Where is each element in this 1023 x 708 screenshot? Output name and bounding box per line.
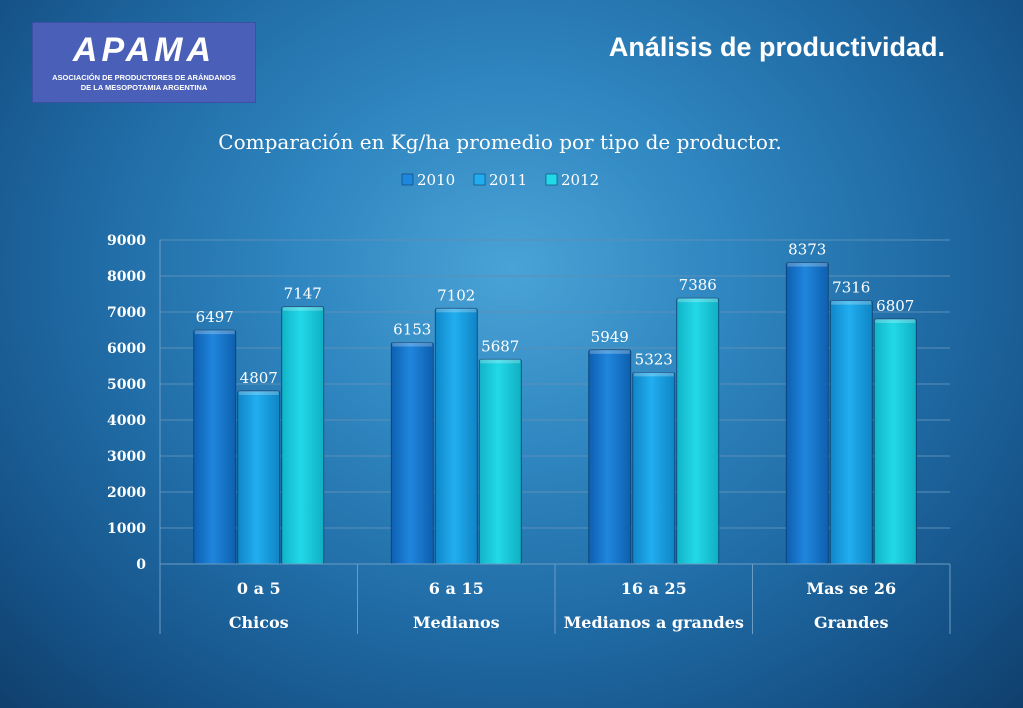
bar-2012 xyxy=(281,306,325,565)
x-group-label: Grandes xyxy=(814,613,888,632)
bar-2012 xyxy=(676,297,720,565)
bar-2011 xyxy=(829,300,873,565)
bar-2012 xyxy=(873,318,917,565)
data-label: 6807 xyxy=(876,297,914,315)
bar-2011 xyxy=(632,371,676,565)
bar-top-highlight xyxy=(436,308,477,313)
page-title: Análisis de productividad. xyxy=(608,32,945,62)
data-label: 7316 xyxy=(832,279,870,297)
data-label: 7147 xyxy=(284,285,322,303)
bar-top-highlight xyxy=(238,390,279,395)
data-label: 6497 xyxy=(196,308,234,326)
data-label: 5949 xyxy=(591,328,629,346)
bar-2011 xyxy=(434,307,478,565)
y-tick-label: 4000 xyxy=(107,413,146,429)
data-label: 5323 xyxy=(635,350,673,368)
x-group-label: Medianos a grandes xyxy=(564,613,744,632)
bar-top-highlight xyxy=(787,262,828,267)
bar-2010 xyxy=(193,329,237,565)
bar-top-highlight xyxy=(633,372,674,377)
bar-2010 xyxy=(588,349,632,565)
x-tick-label: Mas se 26 xyxy=(806,579,896,598)
y-tick-label: 0 xyxy=(136,557,146,573)
data-label: 7386 xyxy=(679,276,717,294)
logo-wordmark: APAMA xyxy=(72,31,216,69)
bar-top-highlight xyxy=(677,298,718,303)
x-tick-label: 6 a 15 xyxy=(429,579,484,598)
chart-bars: 6497 4807 7147 6153 7102 5687 5949 5323 7386 8373… xyxy=(193,241,917,565)
bar-2012 xyxy=(478,358,522,565)
x-group-label: Chicos xyxy=(229,613,289,632)
x-tick-label: 0 a 5 xyxy=(237,579,281,598)
logo-subtitle: ASOCIACIÓN DE PRODUCTORES DE ARÁNDANOS D… xyxy=(52,73,236,92)
legend-swatch-2011 xyxy=(473,173,486,186)
bar-top-highlight xyxy=(392,342,433,347)
data-label: 7102 xyxy=(437,286,475,304)
legend-label: 2012 xyxy=(561,171,599,189)
y-tick-label: 6000 xyxy=(107,341,146,357)
apama-logo: APAMA ASOCIACIÓN DE PRODUCTORES DE ARÁND… xyxy=(32,22,256,103)
y-tick-label: 9000 xyxy=(107,233,146,249)
bar-2011 xyxy=(237,390,281,565)
y-axis: 0 1000 2000 3000 4000 5000 6000 7000 8000 9000 xyxy=(107,233,146,573)
bar-top-highlight xyxy=(831,300,872,305)
bar-2010 xyxy=(785,262,829,565)
data-label: 5687 xyxy=(481,337,519,355)
chart-title: Comparación en Kg/ha promedio por tipo d… xyxy=(218,130,781,154)
y-tick-label: 2000 xyxy=(107,485,146,501)
legend-swatch-2012 xyxy=(545,173,558,186)
y-tick-label: 5000 xyxy=(107,377,146,393)
chart-legend: 2010 2011 2012 xyxy=(401,171,599,189)
data-label: 4807 xyxy=(240,369,278,387)
x-group-label: Medianos xyxy=(413,613,500,632)
legend-label: 2011 xyxy=(489,171,527,189)
bar-top-highlight xyxy=(194,330,235,335)
bar-top-highlight xyxy=(480,359,521,364)
y-tick-label: 7000 xyxy=(107,305,146,321)
bar-2010 xyxy=(390,342,434,565)
y-tick-label: 1000 xyxy=(107,521,146,537)
bar-top-highlight xyxy=(875,318,916,323)
legend-swatch-2010 xyxy=(401,173,414,186)
data-label: 8373 xyxy=(788,241,826,259)
x-axis: 0 a 5 Chicos 6 a 15 Medianos 16 a 25 Medianos… xyxy=(159,563,951,634)
x-tick-label: 16 a 25 xyxy=(621,579,687,598)
bar-top-highlight xyxy=(282,306,323,311)
data-label: 6153 xyxy=(393,320,431,338)
y-tick-label: 8000 xyxy=(107,269,146,285)
y-tick-label: 3000 xyxy=(107,449,146,465)
legend-label: 2010 xyxy=(417,171,455,189)
bar-top-highlight xyxy=(589,349,630,354)
